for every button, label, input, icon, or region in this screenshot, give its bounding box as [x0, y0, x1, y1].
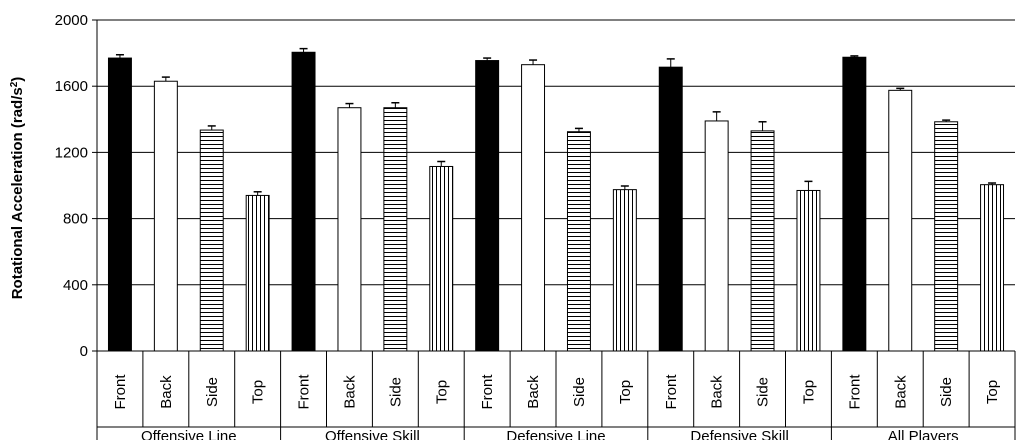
category-label: Front: [663, 374, 680, 410]
group-label: All Players: [888, 428, 959, 440]
bar-top: [245, 194, 270, 352]
category-label: Top: [433, 380, 450, 404]
bar-top: [429, 165, 454, 352]
category-label: Top: [800, 380, 817, 404]
y-axis-title: Rotational Acceleration (rad/s2): [9, 77, 27, 300]
category-label: Side: [204, 377, 221, 407]
category-label: Side: [938, 377, 955, 407]
bar-front: [291, 51, 316, 352]
bar-side: [383, 107, 408, 352]
category-label: Front: [846, 374, 863, 410]
bar-side: [566, 131, 591, 352]
category-label: Top: [250, 380, 267, 404]
bar-front: [107, 57, 132, 352]
labels: 0 400 800 1200 1600 2000 Front Back Side Top Front…: [55, 12, 1001, 440]
category-label: Side: [571, 377, 588, 407]
category-label: Top: [984, 380, 1001, 404]
bar-front: [475, 60, 500, 352]
y-tick-label: 1600: [55, 78, 88, 95]
category-label: Front: [296, 374, 313, 410]
bar-side: [934, 121, 959, 352]
bar-back: [888, 89, 913, 352]
y-tick-label: 0: [80, 343, 88, 360]
y-tick-label: 2000: [55, 12, 88, 29]
bar-back: [153, 80, 178, 352]
bar-side: [199, 129, 224, 352]
category-label: Back: [709, 375, 726, 409]
category-label: Side: [755, 377, 772, 407]
bar-front: [658, 66, 683, 352]
bars: [107, 47, 1005, 352]
category-label: Back: [525, 375, 542, 409]
y-tick-label: 400: [63, 277, 88, 294]
bar-top: [980, 184, 1005, 352]
category-label: Back: [158, 375, 175, 409]
category-label: Front: [112, 374, 129, 410]
y-tick-label: 1200: [55, 144, 88, 161]
bar-top: [796, 189, 821, 352]
bar-side: [750, 130, 775, 352]
group-label: Defensive Line: [506, 428, 605, 440]
category-label: Front: [479, 374, 496, 410]
group-label: Defensive Skill: [690, 428, 788, 440]
category-label: Back: [341, 375, 358, 409]
bar-top: [612, 189, 637, 352]
bar-back: [704, 120, 729, 352]
y-tick-label: 800: [63, 211, 88, 228]
bar-back: [521, 64, 546, 352]
bar-front: [842, 56, 867, 352]
category-label: Side: [387, 377, 404, 407]
group-label: Offensive Skill: [325, 428, 420, 440]
group-label: Offensive Line: [141, 428, 237, 440]
category-label: Top: [617, 380, 634, 404]
category-label: Back: [892, 375, 909, 409]
bar-back: [337, 107, 362, 352]
axes: [92, 19, 1016, 440]
gridlines: [97, 19, 1015, 286]
